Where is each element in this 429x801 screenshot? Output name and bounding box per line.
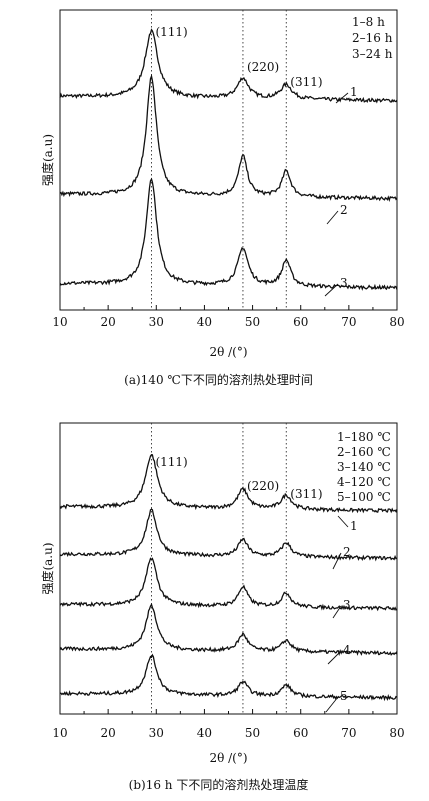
panel-a-series-1-curve <box>59 28 398 104</box>
panel-a-series-2-label: 2 <box>340 203 348 217</box>
panel-b-peak-label-2: (311) <box>290 487 322 501</box>
panel-b-legend-entry-4: 4–120 ℃ <box>337 475 391 489</box>
panel-a-series-1-label: 1 <box>350 85 358 99</box>
panel-b-yaxis-label: 强度(a.u) <box>40 542 55 594</box>
panel-b-series-5-leader <box>325 696 339 713</box>
panel-a-legend-entry-3: 3–24 h <box>352 47 393 61</box>
panel-b-xtick-label-50: 50 <box>245 726 260 740</box>
panel-b-xtick-label-80: 80 <box>389 726 404 740</box>
panel-a-legend-entry-1: 1–8 h <box>352 15 385 29</box>
panel-b-peak-label-0: (111) <box>155 455 187 469</box>
panel-b-series-2-leader <box>332 552 342 570</box>
panel-b-series-3-label: 3 <box>343 598 351 612</box>
panel-b-series-1-label: 1 <box>350 519 358 533</box>
panel-a-series-2-leader <box>326 210 339 225</box>
panel-a-xtick-label-40: 40 <box>197 315 212 329</box>
panel-b-caption: (b)16 h 下不同的溶剂热处理温度 <box>129 777 309 792</box>
panel-b-series-5-label: 5 <box>340 689 348 703</box>
panel-a-series-3-label: 3 <box>340 276 348 290</box>
panel-a-xaxis-label: 2θ /(°) <box>209 345 247 359</box>
panel-a-legend-entry-2: 2–16 h <box>352 31 393 45</box>
panel-b-xaxis-label: 2θ /(°) <box>209 751 247 765</box>
panel-a-xtick-label-70: 70 <box>341 315 356 329</box>
panel-b-legend-entry-3: 3–140 ℃ <box>337 460 391 474</box>
panel-b-peak-label-1: (220) <box>247 479 279 493</box>
panel-a-xtick-label-60: 60 <box>293 315 308 329</box>
panel-b-xtick-label-60: 60 <box>293 726 308 740</box>
panel-b-legend-entry-5: 5–100 ℃ <box>337 490 391 504</box>
panel-b-series-4-leader <box>327 650 342 665</box>
panel-b-xtick-label-70: 70 <box>341 726 356 740</box>
panel-a-series-2-curve <box>59 73 398 203</box>
panel-a-series-1-leader <box>335 92 349 104</box>
panel-b-xtick-label-20: 20 <box>101 726 116 740</box>
panel-a-caption: (a)140 ℃下不同的溶剂热处理时间 <box>124 372 313 387</box>
panel-b-series-4-label: 4 <box>343 643 351 657</box>
panel-b-series-4-curve <box>59 602 398 657</box>
panel-b-xtick-label-40: 40 <box>197 726 212 740</box>
panel-a-series-3-leader <box>324 283 339 297</box>
panel-b-series-3-leader <box>332 605 342 619</box>
panel-b-xtick-label-30: 30 <box>149 726 164 740</box>
panel-a-xtick-label-50: 50 <box>245 315 260 329</box>
panel-b-series-2-label: 2 <box>343 545 351 559</box>
panel-a-peak-label-0: (111) <box>155 25 187 39</box>
panel-a-series-3-curve <box>59 177 398 291</box>
panel-a-xtick-label-10: 10 <box>52 315 67 329</box>
panel-b-series-2-curve <box>59 508 398 562</box>
panel-b-legend-entry-2: 2–160 ℃ <box>337 445 391 459</box>
panel-a-xtick-label-80: 80 <box>389 315 404 329</box>
panel-b-series-3-curve <box>59 557 398 612</box>
panel-b-series-1-curve <box>59 454 398 514</box>
panel-b-legend-entry-1: 1–180 ℃ <box>337 430 391 444</box>
panel-a-peak-label-2: (311) <box>290 75 322 89</box>
panel-b-xtick-label-10: 10 <box>52 726 67 740</box>
panel-a-yaxis-label: 强度(a.u) <box>40 134 55 186</box>
panel-a-xtick-label-20: 20 <box>101 315 116 329</box>
panel-a-xtick-label-30: 30 <box>149 315 164 329</box>
panel-a-peak-label-1: (220) <box>247 60 279 74</box>
panel-b-series-1-leader <box>337 515 349 528</box>
panel-b-series-5-curve <box>59 653 398 702</box>
panel-a-plot-frame <box>59 9 398 311</box>
